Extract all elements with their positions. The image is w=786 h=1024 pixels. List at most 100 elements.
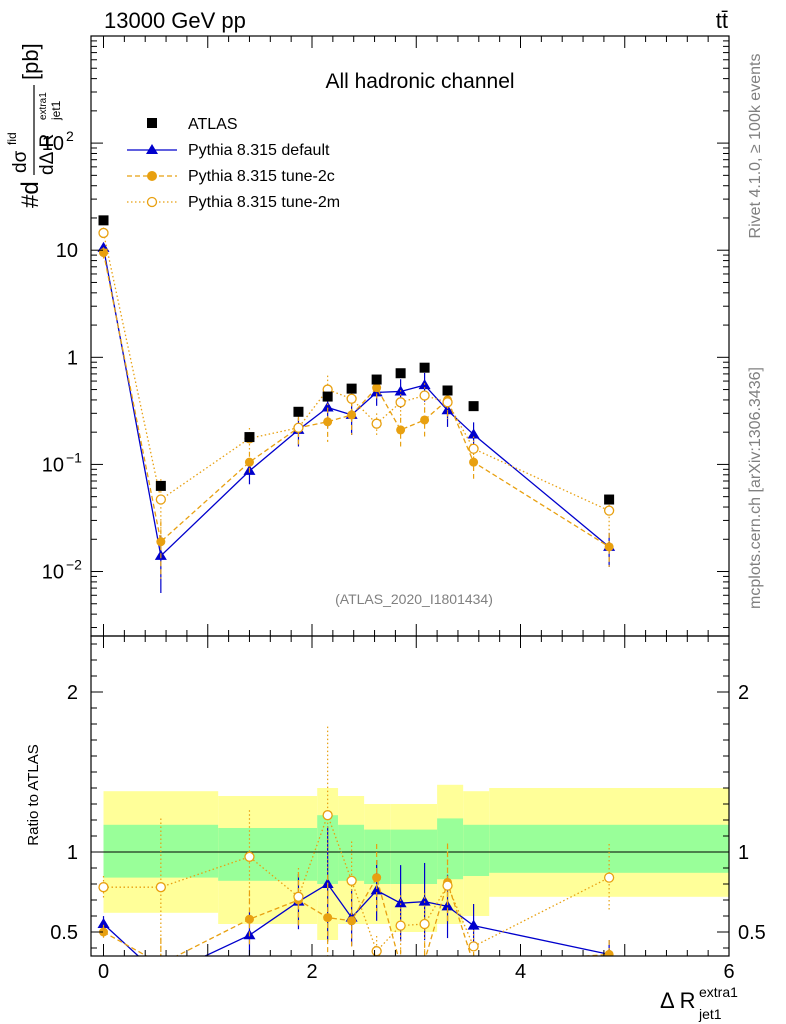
point-pythia-8-315-tune-2c-11	[604, 542, 614, 552]
main-frame	[90, 35, 730, 637]
ratio-point-pythia-8-315-tune-2m-11	[603, 872, 615, 883]
ratio-plot: 0 2 4 60.5 0.51 12 2	[50, 36, 766, 983]
ratio-line-pythia-8-315-tune-2m	[103, 813, 610, 953]
xtick-label-0: 0	[98, 961, 109, 983]
process-label: tt̄	[716, 8, 728, 33]
ratio-point-pythia-8-315-default-6	[370, 884, 383, 895]
point-pythia-8-315-default-4	[321, 401, 334, 412]
legend-marker-atlas	[147, 118, 157, 128]
ratio-point-pythia-8-315-tune-2m-7	[395, 920, 406, 931]
series-pythia-8-315-tune-2c	[99, 247, 614, 579]
point-pythia-8-315-tune-2c-5	[347, 410, 357, 420]
ratio-frame	[90, 635, 730, 957]
line-pythia-8-315-tune-2m	[102, 232, 610, 512]
point-atlas-5	[346, 383, 357, 394]
point-pythia-8-315-tune-2m-5	[346, 393, 357, 404]
legend-label-tune-2m: Pythia 8.315 tune-2m	[188, 194, 340, 211]
main-ytick-label-exp-4: 2	[66, 128, 74, 144]
point-pythia-8-315-tune-2c-1	[156, 537, 166, 547]
ylabel-numerator-sup: fid	[5, 132, 19, 145]
ratio-point-pythia-8-315-tune-2c-11	[604, 949, 614, 956]
ratio-point-pythia-8-315-tune-2c-5	[347, 916, 357, 926]
ratio-point-pythia-8-315-tune-2m-3	[293, 891, 304, 902]
rivet-version-label: Rivet 4.1.0, ≥ 100k events	[747, 54, 764, 239]
ratio-point-pythia-8-315-tune-2c-0	[99, 927, 109, 937]
channel-title: All hadronic channel	[325, 70, 514, 93]
point-atlas-7	[395, 368, 406, 379]
xlabel-main: Δ R	[660, 988, 695, 1013]
point-pythia-8-315-tune-2m-7	[395, 397, 406, 408]
xtick-label-1: 2	[306, 961, 317, 983]
ratio-ytick-label-left-1: 1	[67, 842, 78, 864]
legend-entry-atlas: ATLAS	[147, 116, 238, 133]
point-pythia-8-315-tune-2c-4	[323, 417, 333, 427]
main-ytick-label-exp-0: −2	[66, 557, 82, 573]
ratio-point-pythia-8-315-tune-2c-10	[469, 960, 478, 969]
ratio-point-pythia-8-315-tune-2c-6	[372, 873, 382, 883]
point-pythia-8-315-tune-2m-11	[603, 505, 615, 516]
point-pythia-8-315-tune-2c-10	[469, 457, 479, 467]
point-pythia-8-315-tune-2m-10	[468, 443, 479, 454]
legend-label-default: Pythia 8.315 default	[188, 142, 330, 159]
mcplots-label: mcplots.cern.ch [arXiv:1306.3436]	[747, 367, 764, 609]
band-green-1	[218, 828, 318, 881]
ratio-point-pythia-8-315-tune-2c-2	[244, 914, 254, 924]
main-ytick-label-0: 10	[42, 562, 64, 584]
series-pythia-8-315-tune-2m	[98, 227, 615, 537]
ratio-point-pythia-8-315-default-1	[155, 971, 167, 981]
line-pythia-8-315-tune-2c	[102, 252, 610, 548]
ylabel-unit: [pb]	[18, 43, 43, 80]
legend-entry-tune-2m: Pythia 8.315 tune-2m	[127, 194, 340, 211]
xlabel-sub: jet1	[698, 1006, 722, 1022]
ylabel-denominator-sup: extra1	[38, 92, 49, 120]
ylabel-denominator: dΔ R	[37, 134, 58, 175]
legend-marker-default	[146, 144, 158, 154]
point-pythia-8-315-tune-2c-8	[420, 415, 430, 425]
legend-entry-default: Pythia 8.315 default	[127, 142, 330, 159]
point-atlas-4	[322, 391, 333, 402]
band-green-6	[437, 818, 464, 880]
ratio-point-pythia-8-315-default-8	[418, 895, 431, 906]
ratio-point-pythia-8-315-tune-2m-6	[371, 946, 382, 956]
legend-marker-tune-2c	[147, 171, 157, 181]
xlabel-sup: extra1	[699, 984, 738, 1000]
band-green-3	[338, 824, 365, 881]
main-ytick-label-1: 10	[42, 454, 64, 476]
main-ytick-label-3: 10	[56, 240, 78, 262]
ratio-series	[97, 726, 615, 981]
ratio-uncertainty-bands	[103, 784, 729, 940]
point-pythia-8-315-tune-2m-6	[371, 418, 382, 429]
ratio-series-pythia-8-315-tune-2m	[98, 726, 615, 956]
point-atlas-11	[604, 494, 615, 505]
point-pythia-8-315-tune-2c-6	[372, 383, 382, 393]
ratio-point-pythia-8-315-default-7	[394, 897, 407, 908]
ratio-point-pythia-8-315-tune-2m-2	[244, 851, 255, 862]
point-pythia-8-315-tune-2m-0	[98, 227, 109, 239]
ratio-point-pythia-8-315-tune-2m-8	[419, 918, 430, 930]
ratio-point-pythia-8-315-tune-2m-1	[155, 882, 166, 893]
point-pythia-8-315-tune-2m-8	[419, 390, 430, 401]
point-pythia-8-315-tune-2c-7	[396, 425, 406, 435]
ratio-y-ticks: 0.5 0.5 1 1 2 2	[50, 643, 766, 949]
legend-label-tune-2c: Pythia 8.315 tune-2c	[188, 168, 335, 185]
point-atlas-8	[419, 362, 430, 373]
ratio-point-pythia-8-315-tune-2c-7	[396, 961, 405, 970]
ratio-ytick-label-right-1: 1	[738, 842, 749, 864]
point-pythia-8-315-tune-2m-3	[293, 422, 304, 433]
point-atlas-1	[155, 480, 166, 491]
analysis-tag: (ATLAS_2020_I1801434)	[335, 591, 493, 607]
xtick-label-3: 6	[723, 961, 734, 983]
ratio-point-pythia-8-315-tune-2m-10	[468, 941, 479, 952]
ratio-ytick-label-right-2: 2	[738, 682, 749, 704]
point-atlas-10	[468, 401, 479, 412]
ylabel-prefix: #d	[17, 181, 44, 208]
ratio-ytick-label-right-0: 0.5	[738, 922, 766, 944]
point-atlas-2	[244, 432, 255, 443]
main-y-axis-label: #d dσ fid dΔ R jet1 extra1 [pb]	[5, 43, 63, 208]
series-pythia-8-315-default	[97, 241, 616, 594]
band-green-7	[463, 824, 490, 876]
legend-label-atlas: ATLAS	[188, 116, 238, 133]
